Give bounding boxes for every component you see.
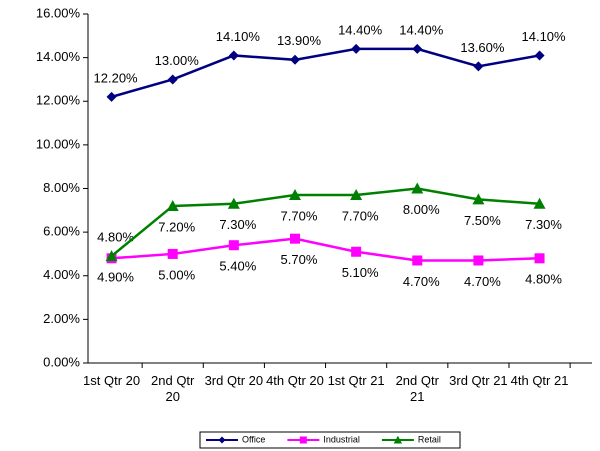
data-point: [473, 61, 484, 72]
data-label: 7.20%: [158, 219, 195, 234]
x-tick-label: 2nd Qtr 20: [151, 373, 195, 404]
legend-label: Retail: [418, 434, 441, 444]
data-label: 4.90%: [97, 270, 134, 285]
data-label: 7.30%: [219, 217, 256, 232]
y-tick-label: 2.00%: [43, 311, 80, 326]
series-line: [110, 187, 540, 258]
data-label: 14.10%: [216, 29, 261, 44]
x-tick-label: 4th Qtr 21: [510, 373, 569, 388]
y-tick-label: 14.00%: [36, 49, 81, 64]
data-label: 7.50%: [464, 213, 501, 228]
data-point: [106, 91, 117, 102]
data-label: 14.40%: [399, 22, 444, 37]
data-label: 4.80%: [525, 272, 562, 287]
data-point: [228, 240, 239, 251]
y-tick-label: 10.00%: [36, 136, 81, 151]
legend-box: [199, 431, 461, 449]
y-tick-label: 12.00%: [36, 93, 81, 108]
x-tick-label: 4th Qtr 20: [266, 373, 324, 388]
legend-marker: [218, 436, 226, 444]
data-label: 5.40%: [219, 259, 256, 274]
data-point: [411, 182, 424, 194]
y-tick-label: 16.00%: [36, 5, 81, 20]
data-label: 8.00%: [403, 202, 440, 217]
data-label: 14.40%: [338, 22, 383, 37]
data-point: [350, 189, 363, 201]
data-label: 13.60%: [460, 40, 505, 55]
y-tick-label: 0.00%: [43, 354, 80, 369]
data-label: 13.00%: [155, 53, 200, 68]
data-point: [534, 50, 545, 61]
data-point: [534, 253, 545, 264]
data-point: [412, 255, 423, 266]
legend-marker: [299, 436, 307, 444]
data-point: [228, 50, 239, 61]
data-label: 12.20%: [94, 70, 139, 85]
data-label: 4.70%: [403, 274, 440, 289]
y-tick-label: 8.00%: [43, 180, 80, 195]
data-point: [167, 248, 178, 259]
data-label: 5.00%: [158, 267, 195, 282]
x-tick-label: 3rd Qtr 20: [204, 373, 264, 388]
data-point: [472, 193, 485, 205]
data-point: [166, 199, 179, 211]
data-label: 7.70%: [281, 208, 318, 223]
series-line: [111, 47, 540, 99]
data-point: [351, 43, 362, 54]
data-label: 14.10%: [522, 29, 567, 44]
data-label: 13.90%: [277, 33, 322, 48]
x-tick-label: 1st Qtr 21: [327, 373, 385, 388]
y-tick-label: 4.00%: [43, 267, 80, 282]
x-tick-label: 3rd Qtr 21: [449, 373, 508, 388]
data-point: [533, 197, 546, 209]
data-label: 4.80%: [97, 230, 134, 245]
data-point: [289, 233, 300, 244]
data-point: [167, 74, 178, 85]
data-point: [412, 43, 423, 54]
data-point: [289, 54, 300, 65]
y-tick-label: 6.00%: [43, 224, 80, 239]
x-tick-label: 1st Qtr 20: [83, 373, 141, 388]
data-label: 4.70%: [464, 274, 501, 289]
data-label: 7.30%: [525, 217, 562, 232]
data-point: [351, 246, 362, 257]
data-label: 7.70%: [342, 208, 379, 223]
data-point: [227, 197, 240, 209]
data-point: [288, 189, 301, 201]
data-label: 5.70%: [281, 252, 318, 267]
x-tick-label: 2nd Qtr 21: [395, 373, 439, 404]
legend-marker: [393, 435, 403, 444]
data-label: 5.10%: [342, 265, 379, 280]
series-line: [111, 237, 540, 262]
data-point: [473, 255, 484, 266]
data-point: [105, 250, 118, 262]
legend-label: Office: [242, 434, 265, 444]
legend-label: Industrial: [323, 434, 360, 444]
